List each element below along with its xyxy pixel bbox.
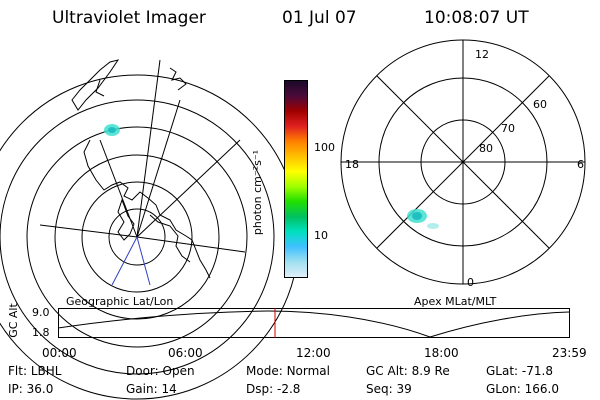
status-seq: Seq: 39 [366,382,412,396]
mlt-label-12: 12 [475,48,489,61]
mlt-label-6: 6 [577,158,584,171]
lat-circle [108,208,166,266]
lat-circle [0,99,275,375]
mlt-label-0: 0 [467,276,474,289]
meridian-line [111,236,138,286]
status-flt: Flt: LBHL [8,364,62,378]
status-mode: Mode: Normal [246,364,330,378]
lat-circle [54,154,220,320]
apex-map: 12 18 6 0 60 70 80 [340,39,586,289]
aurora-spot [104,124,120,136]
aurora-spot [407,209,439,229]
mlt-label-18: 18 [345,158,359,171]
y-tick-1-8: 1.8 [32,326,50,339]
status-gain: Gain: 14 [126,382,177,396]
apex-label: Apex MLat/MLT [414,295,497,308]
instrument-title: Ultraviolet Imager [52,8,206,28]
geographic-map [0,59,300,400]
mlt-line [376,75,550,249]
status-ip: IP: 36.0 [8,382,54,396]
status-glon: GLon: 166.0 [486,382,559,396]
colorbar-unit-label: photon cm⁻²s⁻¹ [251,149,265,236]
altitude-plot [57,308,570,338]
meridian-line [136,236,151,286]
coastline [71,59,211,279]
status-glat: GLat: -71.8 [486,364,553,378]
mlat-label-70: 70 [501,122,515,135]
status-gc-alt: GC Alt: 8.9 Re [366,364,450,378]
lon-line [99,139,138,238]
mlat-label-60: 60 [533,98,547,111]
time-label: 10:08:07 UT [424,8,529,28]
lon-line [136,139,241,238]
lon-line [136,59,161,238]
lat-circle [81,181,193,293]
lon-line [136,236,246,253]
geographic-label: Geographic Lat/Lon [66,295,174,308]
x-tick-1200: 12:00 [296,346,331,360]
colorbar-tick-100: 100 [314,141,335,154]
lat-circle [26,126,248,348]
date-label: 01 Jul 07 [282,8,357,28]
colorbar [284,80,308,278]
gc-alt-axis-label: GC Alt [6,303,20,338]
status-door: Door: Open [126,364,195,378]
colorbar-tick-10: 10 [314,229,328,242]
x-tick-1800: 18:00 [424,346,459,360]
mlat-label-80: 80 [479,142,493,155]
lon-line [136,99,181,238]
y-tick-9: 9.0 [32,306,50,319]
x-tick-2359: 23:59 [552,346,587,360]
status-dsp: Dsp: -2.8 [246,382,301,396]
altitude-curve [57,310,570,338]
x-tick-0600: 06:00 [168,346,203,360]
x-tick-0000: 00:00 [42,346,77,360]
